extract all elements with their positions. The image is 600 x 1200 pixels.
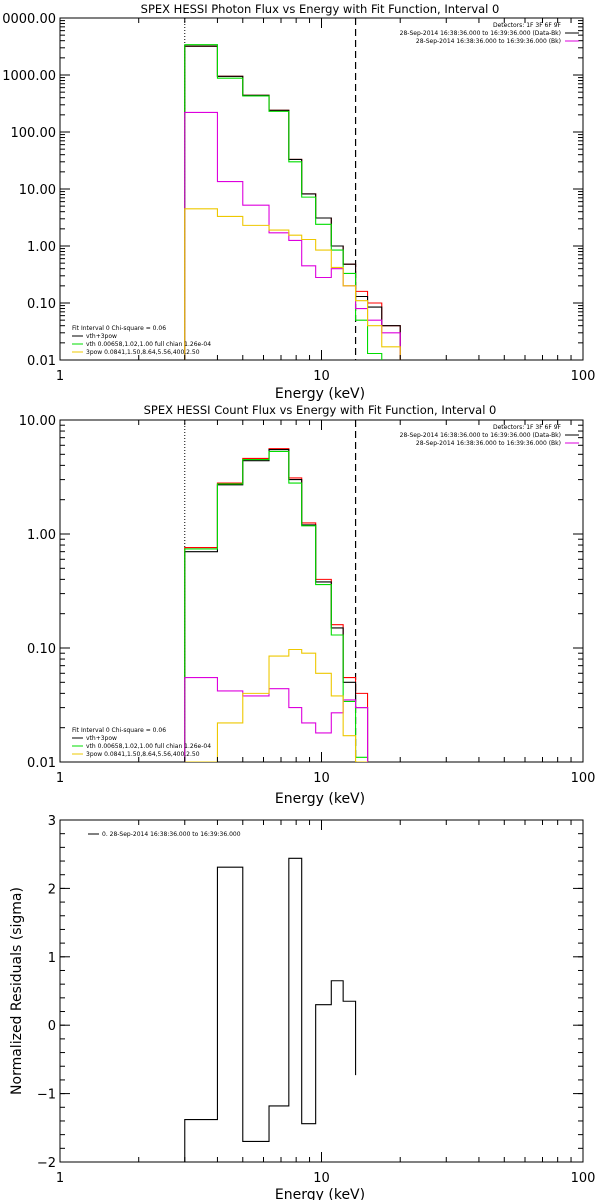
y-tick-label: 1.00: [27, 240, 56, 255]
y-tick-label: 1.00: [27, 528, 56, 543]
legend-line-0: 0. 28-Sep-2014 16:38:36.000 to 16:39:36.…: [102, 831, 241, 838]
x-tick-label: 10: [313, 1171, 330, 1186]
info-line-1: 28-Sep-2014 16:38:36.000 to 16:39:36.000…: [400, 432, 561, 439]
series-4-step-line: [184, 208, 401, 360]
y-tick-label: 1000.00: [2, 69, 56, 84]
count-flux-panel: SPEX HESSI Count Flux vs Energy with Fit…: [19, 403, 596, 807]
photon-flux-panel: SPEX HESSI Photon Flux vs Energy with Fi…: [2, 2, 595, 402]
panel2-axis-ticks: 1 10 100 0.01 0.10 1.00 10.00: [19, 414, 596, 786]
x-tick-label: 10: [313, 771, 330, 786]
y-tick-label: 3: [48, 814, 56, 829]
x-tick-label: 1: [56, 771, 64, 786]
info-line-1: 28-Sep-2014 16:38:36.000 to 16:39:36.000…: [400, 30, 561, 37]
y-tick-label: 10.00: [19, 414, 56, 429]
y-tick-label: 0.10: [27, 642, 56, 657]
series-1-step-line: [184, 449, 369, 762]
y-tick-label: 10.00: [19, 183, 56, 198]
residuals-panel: 1 10 100 −2 −1 0 1 2 3 0. 28-Sep-2014 16:38:36.0…: [9, 814, 595, 1200]
legend-line-0: Fit Interval 0 Chi-square = 0.06: [72, 325, 166, 332]
panel2-xlabel: Energy (keV): [275, 791, 365, 807]
legend-line-1: vth+3pow: [86, 735, 117, 742]
y-tick-label: 0.01: [27, 756, 56, 771]
panel3-axis-ticks: 1 10 100 −2 −1 0 1 2 3: [37, 814, 596, 1186]
panel1-xlabel: Energy (keV): [275, 386, 365, 402]
series-2-step-line: [184, 44, 401, 360]
panel3-plot-frame: [59, 819, 584, 1163]
x-tick-label: 100: [571, 1171, 596, 1186]
y-tick-label: 1: [48, 951, 56, 966]
legend-line-3: 3pow 0.0841,1.50,8.64,5.56,400,2.50: [86, 349, 200, 356]
series-0-step-line: [184, 857, 357, 1162]
legend-line-2: vth 0.00658,1.02,1.00 full chian 1.26e-0…: [86, 341, 211, 348]
y-tick-label: −1: [37, 1088, 56, 1103]
info-line-0: Detectors: 1F 3F 6F 9F: [493, 22, 562, 29]
panel1-series-group: [184, 18, 401, 360]
legend-line-1: vth+3pow: [86, 333, 117, 340]
legend-line-2: vth 0.00658,1.02,1.00 full chian 1.26e-0…: [86, 743, 211, 750]
y-tick-label: 2: [48, 882, 56, 897]
panel2-title: SPEX HESSI Count Flux vs Energy with Fit…: [144, 403, 497, 417]
panel1-plot-frame: [59, 17, 584, 361]
x-tick-label: 100: [571, 771, 596, 786]
panel3-ylabel: Normalized Residuals (sigma): [9, 887, 25, 1095]
series-0-step-line: [184, 448, 369, 762]
panel1-title: SPEX HESSI Photon Flux vs Energy with Fi…: [141, 2, 500, 16]
info-line-2: 28-Sep-2014 16:38:36.000 to 16:39:36.000…: [416, 440, 561, 447]
panel3-annotations: 0. 28-Sep-2014 16:38:36.000 to 16:39:36.…: [88, 831, 241, 838]
x-tick-label: 100: [571, 369, 596, 384]
y-tick-label: −2: [37, 1156, 56, 1171]
panel1-axis-ticks: 1 10 100 0.01 0.10 1.00 10.00 100.00 1000.00 0000…: [2, 12, 595, 384]
panel2-plot-frame: [59, 419, 584, 763]
y-tick-label: 0.01: [27, 354, 56, 369]
x-tick-label: 1: [56, 369, 64, 384]
series-2-step-line: [184, 450, 369, 762]
legend-line-0: Fit Interval 0 Chi-square = 0.06: [72, 727, 166, 734]
y-tick-label: 0000.00: [2, 12, 56, 27]
panel2-series-group: [184, 420, 369, 762]
info-line-0: Detectors: 1F 3F 6F 9F: [493, 424, 562, 431]
panel3-xlabel: Energy (keV): [275, 1187, 365, 1200]
y-tick-label: 100.00: [11, 126, 57, 141]
info-line-2: 28-Sep-2014 16:38:36.000 to 16:39:36.000…: [416, 38, 561, 45]
y-tick-label: 0: [48, 1019, 56, 1034]
x-tick-label: 1: [56, 1171, 64, 1186]
legend-line-3: 3pow 0.0841,1.50,8.64,5.56,400,2.50: [86, 751, 200, 758]
y-tick-label: 0.10: [27, 297, 56, 312]
panel3-series-group: [184, 857, 357, 1162]
series-3-step-line: [184, 677, 369, 762]
series-4-step-line: [184, 648, 368, 762]
x-tick-label: 10: [313, 369, 330, 384]
